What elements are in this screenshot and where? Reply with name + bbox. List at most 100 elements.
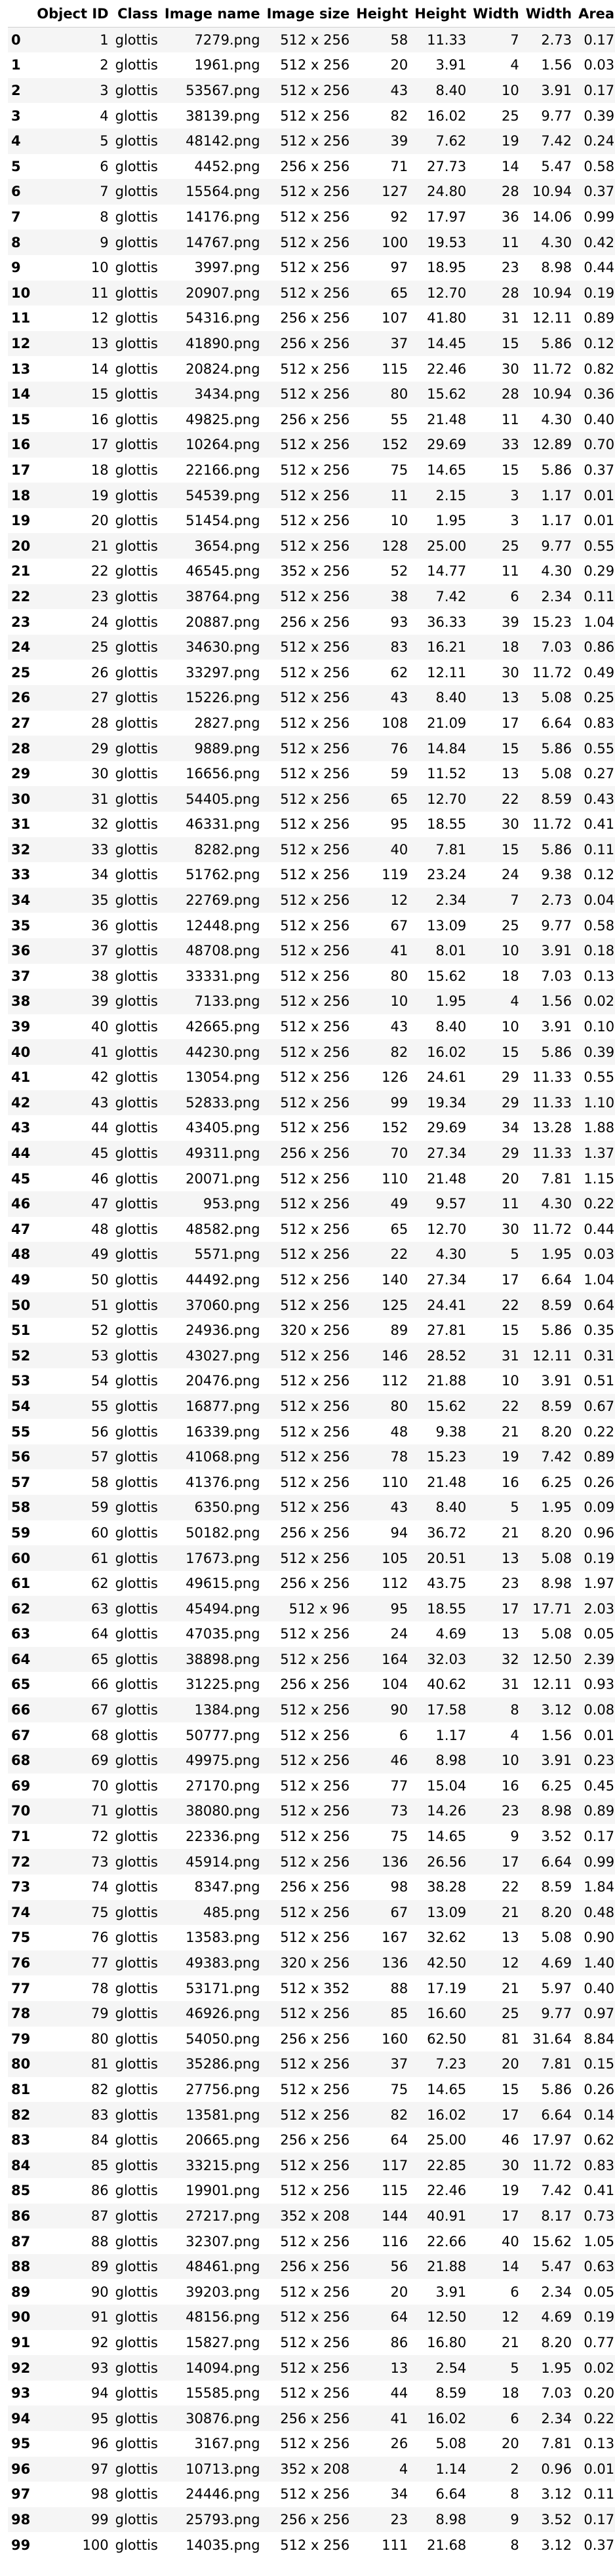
table-row: 18 19 glottis 54539.png 512 x 256 11 2.15 3 1.17…: [8, 483, 615, 508]
header-row: Object ID Class Image name Image size Height…: [8, 1, 615, 28]
table-cell: 29: [501, 1145, 519, 1162]
table-cell: 7.81: [435, 841, 467, 858]
row-index: 21: [11, 563, 31, 580]
table-cell: 75: [90, 1904, 109, 1920]
table-cell: 9: [510, 1829, 519, 1845]
table-cell: 22: [390, 1246, 408, 1263]
table-cell: 24.41: [427, 1297, 467, 1313]
table-cell: 100: [382, 234, 408, 250]
table-row: 64 65 glottis 38898.png 512 x 256 164 32.03 32 1…: [8, 1646, 615, 1673]
table-cell: 512 x 256: [280, 1297, 350, 1313]
table-cell: 40.91: [427, 2208, 467, 2224]
table-cell: 1.95: [541, 2360, 572, 2376]
table-cell: 18: [90, 462, 109, 478]
row-index: 95: [11, 2436, 31, 2452]
table-cell: 0.27: [584, 766, 615, 782]
table-cell: glottis: [115, 588, 158, 604]
table-cell: 6: [100, 158, 109, 174]
table-cell: 89: [90, 2259, 109, 2275]
table-cell: 512 x 256: [280, 209, 350, 226]
table-row: 49 50 glottis 44492.png 512 x 256 140 27.34 17 6…: [8, 1267, 615, 1293]
table-cell: glottis: [115, 1170, 158, 1187]
table-cell: 512 x 256: [280, 1803, 350, 1819]
table-cell: 25: [501, 2006, 519, 2022]
table-cell: 51454.png: [186, 513, 260, 529]
table-cell: 12.11: [532, 310, 572, 327]
table-cell: 0.89: [584, 1449, 615, 1465]
table-cell: glottis: [115, 538, 158, 554]
table-cell: 512 x 256: [280, 133, 350, 149]
row-index: 16: [11, 437, 31, 453]
table-cell: 27.81: [427, 1322, 467, 1339]
row-index: 26: [11, 690, 31, 706]
table-cell: 16.02: [427, 2107, 467, 2123]
row-index: 58: [11, 1499, 31, 1516]
table-cell: 8.98: [435, 1753, 467, 1769]
table-cell: 1.14: [435, 2461, 467, 2477]
table-cell: 25: [501, 538, 519, 554]
table-cell: 11.33: [532, 1145, 572, 1162]
table-cell: 93: [90, 2360, 109, 2376]
table-cell: 1.84: [584, 1879, 615, 1895]
table-cell: 512 x 256: [280, 1196, 350, 1212]
table-cell: 76: [90, 1930, 109, 1946]
table-cell: 14.65: [427, 1829, 467, 1845]
table-cell: 18: [501, 968, 519, 984]
table-cell: 15: [501, 462, 519, 478]
table-cell: 512 x 256: [280, 993, 350, 1010]
table-cell: glottis: [115, 2360, 158, 2376]
row-index: 38: [11, 993, 31, 1010]
table-cell: 0.45: [584, 1777, 615, 1794]
table-cell: 45: [90, 1145, 109, 1162]
table-cell: 68: [90, 1727, 109, 1743]
table-cell: 22: [501, 791, 519, 807]
table-cell: 256 x 256: [280, 411, 350, 427]
table-cell: 0.12: [584, 336, 615, 352]
table-cell: 49: [90, 1246, 109, 1263]
table-cell: 12.11: [532, 1347, 572, 1364]
table-row: 69 70 glottis 27170.png 512 x 256 77 15.04 16 6.…: [8, 1773, 615, 1799]
table-cell: 1.95: [435, 993, 467, 1010]
table-cell: 98: [90, 2486, 109, 2503]
table-cell: 0.63: [584, 2259, 615, 2275]
table-cell: 54050.png: [186, 2031, 260, 2047]
table-cell: 256 x 256: [280, 158, 350, 174]
table-cell: 7: [510, 31, 519, 48]
row-index: 51: [11, 1322, 31, 1339]
table-cell: 78: [390, 1449, 408, 1465]
table-cell: 44: [90, 1120, 109, 1136]
table-cell: 40: [90, 1019, 109, 1035]
table-cell: 13.09: [427, 1904, 467, 1920]
table-cell: 31: [501, 1676, 519, 1693]
table-row: 52 53 glottis 43027.png 512 x 256 146 28.52 31 1…: [8, 1343, 615, 1369]
table-cell: 0.04: [584, 892, 615, 909]
table-cell: 31: [90, 791, 109, 807]
table-cell: 12: [501, 1955, 519, 1972]
table-cell: 11.72: [532, 816, 572, 833]
table-cell: 75: [390, 462, 408, 478]
table-cell: 92: [90, 2334, 109, 2350]
index-header: [8, 1, 34, 28]
table-cell: 7.42: [541, 133, 572, 149]
table-cell: 95: [90, 2410, 109, 2427]
table-cell: 0.12: [584, 867, 615, 883]
table-cell: 18.95: [427, 260, 467, 276]
table-cell: 512 x 256: [280, 1853, 350, 1870]
row-index: 73: [11, 1879, 31, 1895]
table-cell: 20071.png: [186, 1170, 260, 1187]
table-cell: 80: [390, 386, 408, 403]
table-cell: 512 x 256: [280, 588, 350, 604]
table-cell: 3997.png: [194, 260, 260, 276]
table-cell: 48708.png: [186, 943, 260, 959]
table-cell: 0.03: [584, 57, 615, 73]
table-cell: glottis: [115, 2056, 158, 2072]
table-cell: 0.83: [584, 715, 615, 731]
table-cell: 26: [90, 664, 109, 681]
row-index: 97: [11, 2486, 31, 2503]
table-cell: 17.97: [532, 2132, 572, 2149]
table-cell: 31: [501, 310, 519, 327]
row-index: 39: [11, 1019, 31, 1035]
table-cell: 2.34: [541, 2284, 572, 2300]
table-cell: 21: [501, 1980, 519, 1996]
table-cell: glottis: [115, 336, 158, 352]
